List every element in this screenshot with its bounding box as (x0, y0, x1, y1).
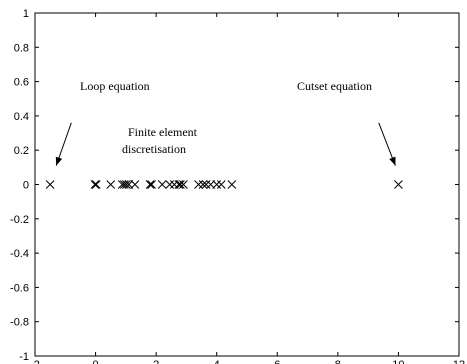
data-point-x-marker (216, 180, 226, 189)
y-tick-label: -0.8 (10, 317, 29, 329)
annotation-arrow (55, 122, 72, 166)
data-point-x-marker (157, 180, 167, 189)
data-point-x-marker (198, 180, 208, 189)
data-markers (45, 180, 403, 189)
annotation-finite-element-line1: Finite element (128, 125, 198, 139)
data-point-x-marker (119, 180, 129, 189)
x-tick-label: 10 (392, 359, 404, 364)
data-point-x-marker (147, 180, 156, 189)
data-point-x-marker (122, 180, 131, 189)
data-point-x-marker (117, 180, 127, 189)
y-tick-label: -0.2 (10, 214, 29, 226)
data-point-x-marker (91, 180, 101, 189)
x-tick-label: 4 (214, 359, 220, 364)
data-point-x-marker (206, 180, 216, 189)
y-tick-label: 0.6 (14, 77, 29, 89)
annotation-cutset-equation: Cutset equation (297, 79, 372, 93)
plot-area (34, 12, 460, 357)
x-tick-label: 6 (274, 359, 280, 364)
annotation-loop-equation: Loop equation (80, 79, 150, 93)
x-tick-label: -2 (30, 359, 40, 364)
data-point-x-marker (179, 180, 188, 189)
data-point-x-marker (212, 180, 222, 189)
x-tick-label: 2 (153, 359, 159, 364)
data-point-x-marker (165, 180, 175, 189)
annotation-arrow (378, 122, 396, 166)
data-point-x-marker (106, 180, 116, 189)
y-tick-label: -0.6 (10, 282, 29, 294)
y-tick-label: 1 (23, 8, 29, 20)
data-point-x-marker (145, 180, 155, 189)
x-tick-label: 0 (93, 359, 99, 364)
data-point-x-marker (169, 180, 179, 189)
y-tick-label: 0.2 (14, 145, 29, 157)
data-point-x-marker (176, 180, 185, 189)
y-tick-label: 0.4 (14, 111, 29, 123)
y-tick-label: -0.4 (10, 248, 29, 260)
data-point-x-marker (227, 180, 237, 189)
data-point-x-marker (201, 180, 211, 189)
annotation-arrows (55, 122, 396, 166)
data-point-x-marker (90, 180, 100, 189)
x-tick-label: 8 (335, 359, 341, 364)
y-tick-label: 0.8 (14, 42, 29, 54)
data-point-x-marker (124, 180, 134, 189)
data-point-x-marker (130, 180, 140, 189)
data-point-x-marker (394, 180, 403, 189)
data-point-x-marker (194, 180, 203, 189)
x-tick-label: 12 (453, 359, 465, 364)
annotation-finite-element-line2: discretisation (122, 142, 186, 156)
data-point-x-marker (174, 180, 184, 189)
y-tick-label: 0 (23, 180, 29, 192)
axis-ticks: -2 0 2 4 6 8 10 12 -1 -0.8 -0.6 -0.4 -0.2 0 0.2 0.4 0.6 0… (10, 8, 465, 364)
data-point-x-marker (45, 180, 55, 189)
y-tick-label: -1 (19, 351, 29, 363)
